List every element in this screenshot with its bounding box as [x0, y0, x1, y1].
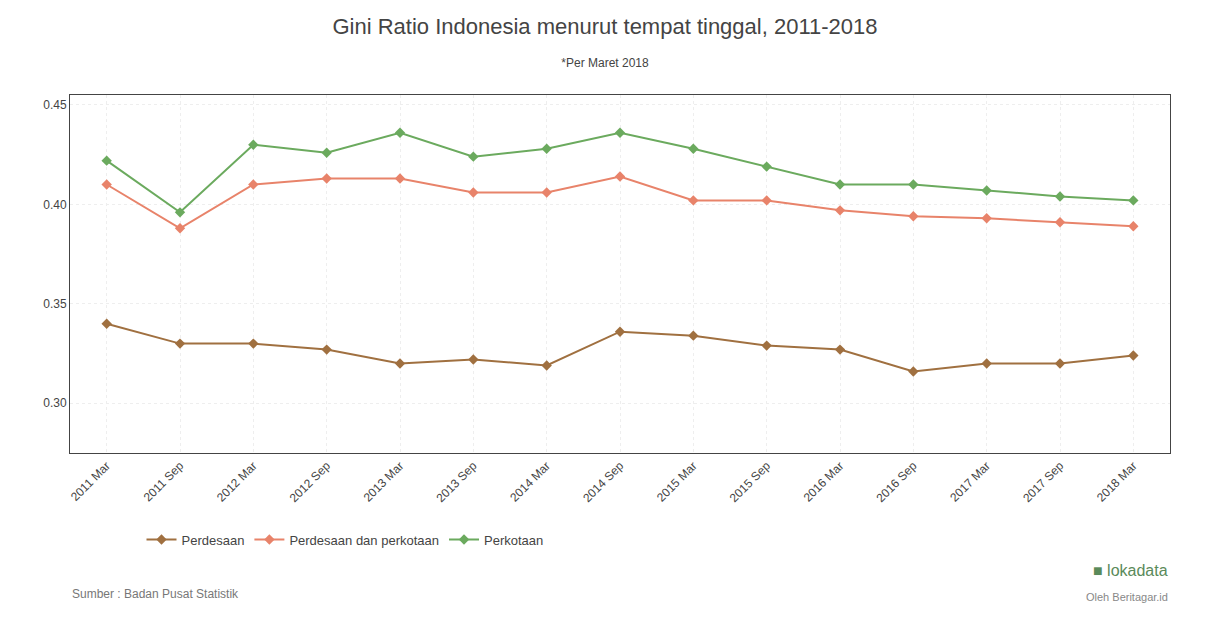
svg-text:2014 Sep: 2014 Sep — [580, 459, 626, 505]
svg-text:2015 Sep: 2015 Sep — [727, 459, 773, 505]
svg-text:Oleh Beritagar.id: Oleh Beritagar.id — [1086, 591, 1168, 603]
svg-text:2018 Mar: 2018 Mar — [1094, 459, 1140, 505]
svg-text:2017 Mar: 2017 Mar — [947, 459, 993, 505]
svg-text:2016 Sep: 2016 Sep — [873, 459, 919, 505]
svg-text:2012 Mar: 2012 Mar — [214, 459, 260, 505]
svg-text:2012 Sep: 2012 Sep — [287, 459, 333, 505]
svg-text:2017 Sep: 2017 Sep — [1020, 459, 1066, 505]
svg-text:Perkotaan: Perkotaan — [484, 533, 543, 548]
svg-text:0.45: 0.45 — [43, 98, 67, 112]
svg-text:Perdesaan: Perdesaan — [182, 533, 245, 548]
svg-text:2014 Mar: 2014 Mar — [507, 459, 553, 505]
svg-text:2011 Mar: 2011 Mar — [68, 459, 113, 504]
svg-text:0.35: 0.35 — [43, 297, 67, 311]
svg-text:2013 Sep: 2013 Sep — [433, 459, 479, 505]
svg-text:0.30: 0.30 — [43, 396, 67, 410]
svg-text:Gini Ratio Indonesia menurut t: Gini Ratio Indonesia menurut tempat ting… — [332, 14, 877, 39]
svg-text:0.40: 0.40 — [43, 198, 67, 212]
svg-text:Sumber : Badan Pusat Statistik: Sumber : Badan Pusat Statistik — [72, 587, 239, 601]
svg-text:■ lokadata: ■ lokadata — [1093, 562, 1168, 579]
svg-text:*Per Maret 2018: *Per Maret 2018 — [561, 56, 649, 70]
svg-text:2015 Mar: 2015 Mar — [654, 459, 700, 505]
svg-text:2011 Sep: 2011 Sep — [141, 459, 187, 505]
svg-text:2013 Mar: 2013 Mar — [361, 459, 407, 505]
svg-text:2016 Mar: 2016 Mar — [801, 459, 847, 505]
svg-text:Perdesaan dan perkotaan: Perdesaan dan perkotaan — [289, 533, 439, 548]
